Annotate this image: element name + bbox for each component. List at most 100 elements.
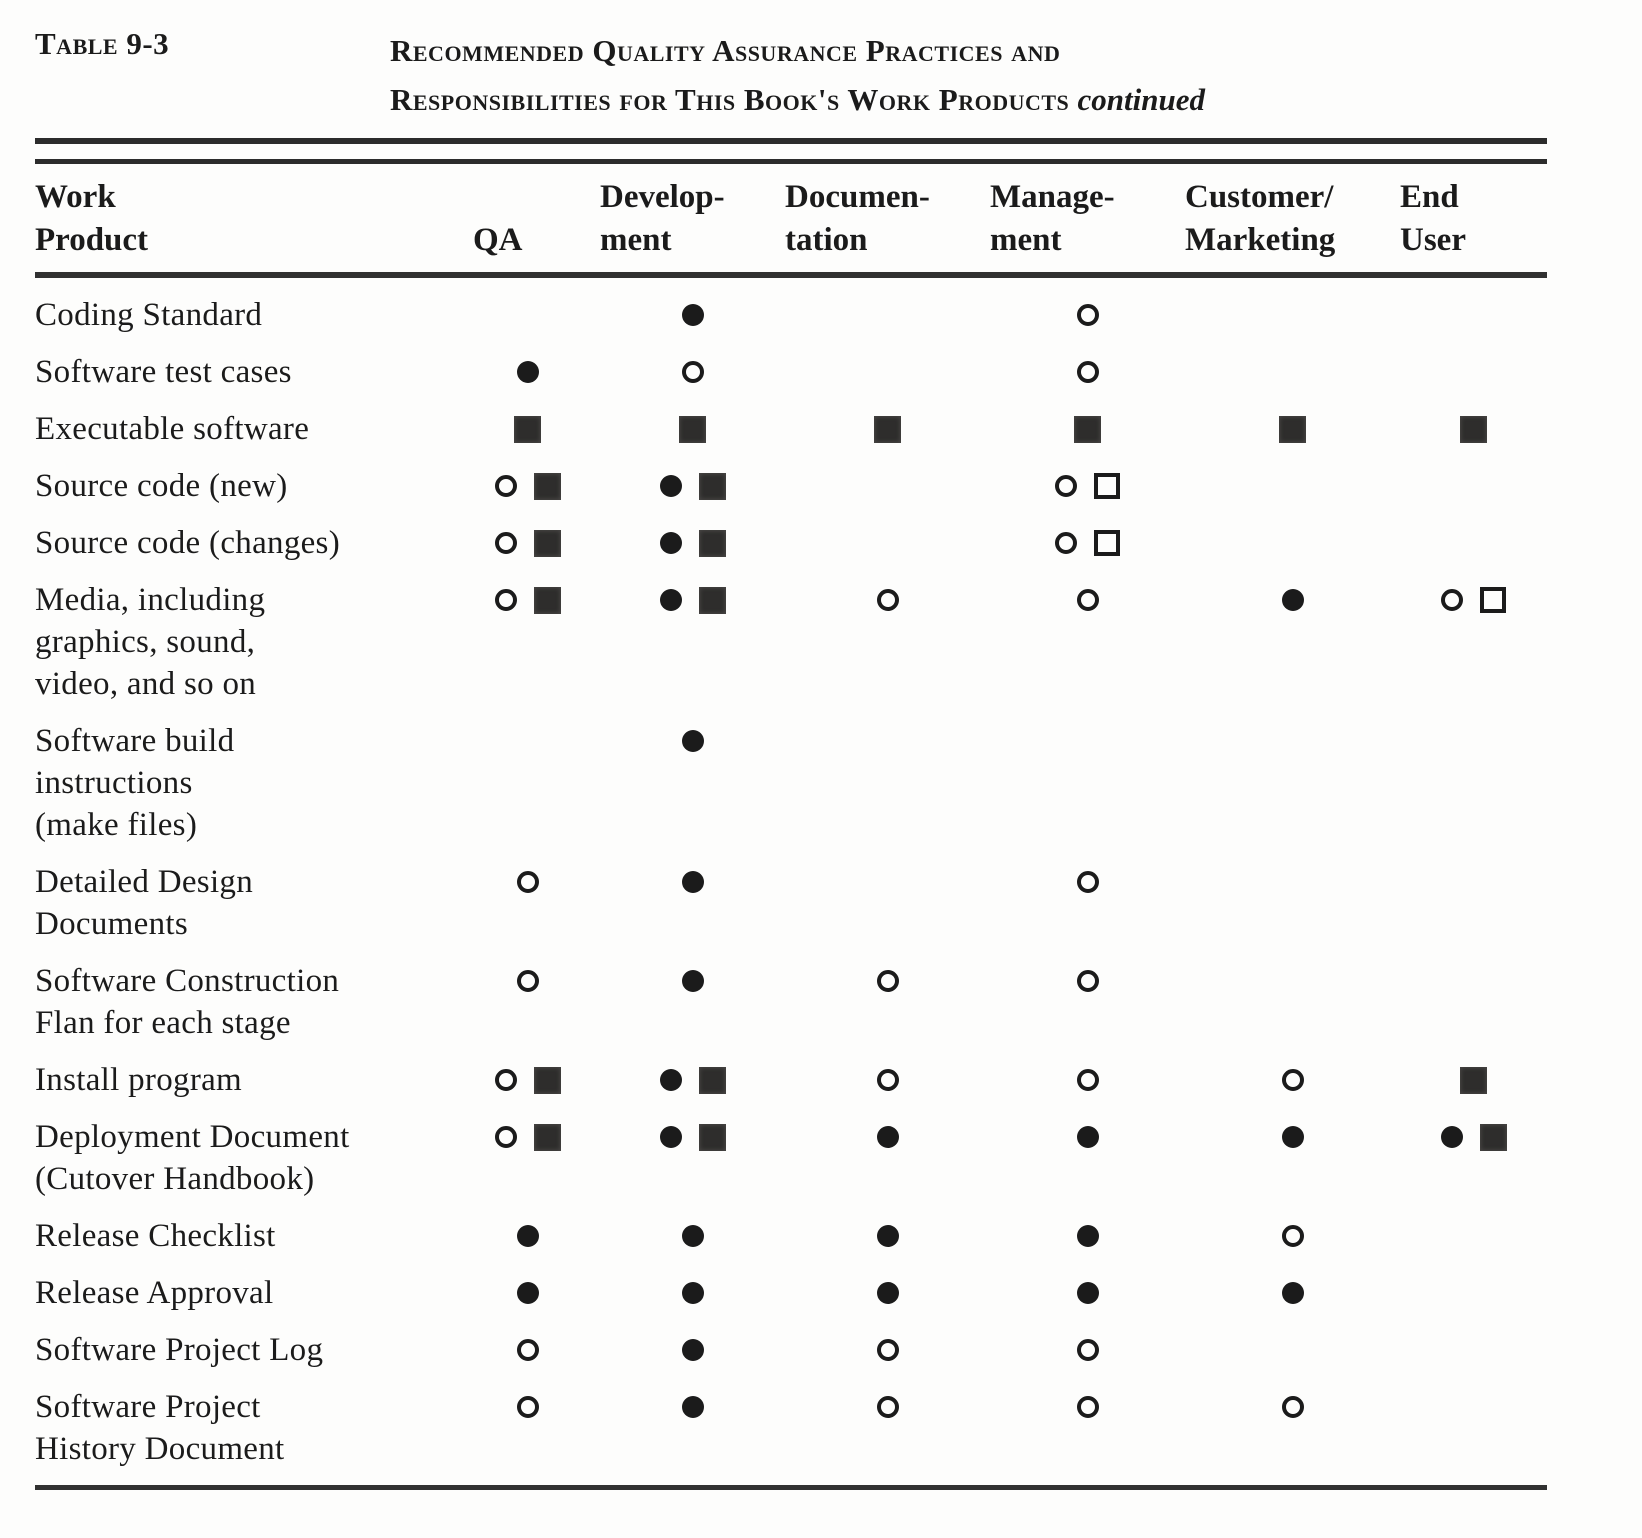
symbol-cell-end-user [1400, 522, 1547, 564]
symbol-cell-management [990, 1272, 1185, 1314]
filled-circle-icon [1281, 1126, 1304, 1148]
filled-circle-icon [876, 1225, 899, 1247]
symbol-cell-management [990, 1329, 1185, 1371]
symbol-cell-management [990, 408, 1185, 450]
symbol-cell-development [600, 579, 785, 621]
symbol-cell-documentation [785, 408, 990, 450]
column-header-management: Manage- ment [990, 179, 1115, 258]
symbol-cell-management [990, 294, 1185, 336]
symbol-cell-development [600, 960, 785, 1002]
filled-circle-icon [1076, 1126, 1099, 1148]
symbol-cell-customer-marketing [1185, 861, 1400, 903]
filled-circle-icon [1076, 1282, 1099, 1304]
work-product-label-line: Software build [35, 723, 235, 759]
symbol-cell-documentation [785, 1116, 990, 1158]
work-product-label: Executable software [35, 408, 455, 450]
work-product-label-line: Source code (new) [35, 468, 288, 504]
table-row: Software build instructions (make files) [35, 720, 1547, 846]
filled-square-icon [1460, 415, 1487, 443]
symbol-cell-end-user [1400, 1272, 1547, 1314]
symbol-cell-qa [455, 579, 600, 621]
filled-square-icon [698, 586, 726, 614]
work-product-label-line: Release Approval [35, 1275, 274, 1311]
symbol-cell-documentation [785, 522, 990, 564]
symbol-cell-end-user [1400, 1215, 1547, 1257]
symbol-cell-development [600, 720, 785, 762]
open-circle-icon [1441, 589, 1463, 611]
open-circle-icon [1076, 970, 1099, 992]
header-bottom-rule [35, 272, 1547, 278]
symbol-cell-development [600, 1272, 785, 1314]
open-circle-icon [1076, 1339, 1099, 1361]
symbol-cell-customer-marketing [1185, 408, 1400, 450]
table-bottom-rule [35, 1485, 1547, 1490]
symbol-cell-management [990, 960, 1185, 1002]
symbol-cell-customer-marketing [1185, 522, 1400, 564]
filled-square-icon [514, 415, 541, 443]
column-header-work-product: Work Product [35, 179, 149, 258]
work-product-label-line: History Document [35, 1431, 285, 1467]
symbol-cell-qa [455, 1329, 600, 1371]
open-circle-icon [1055, 475, 1077, 497]
work-product-label-line: Documents [35, 906, 189, 942]
open-circle-icon [1076, 361, 1099, 383]
symbol-cell-documentation [785, 351, 990, 393]
continued-label: continued [1077, 82, 1206, 117]
column-header-documentation: Documen- tation [785, 179, 930, 258]
filled-square-icon [1460, 1066, 1487, 1094]
open-circle-icon [516, 1396, 539, 1418]
table-caption: Table 9-3 Recommended Quality Assurance … [35, 26, 1547, 124]
table-row: Source code (new) [35, 465, 1547, 507]
work-product-label: Detailed Design Documents [35, 861, 455, 945]
work-product-label: Source code (new) [35, 465, 455, 507]
open-circle-icon [1076, 589, 1099, 611]
symbol-cell-documentation [785, 720, 990, 762]
work-product-label-line: Executable software [35, 411, 310, 447]
filled-square-icon [1279, 415, 1306, 443]
work-product-label: Software build instructions (make files) [35, 720, 455, 846]
symbol-cell-customer-marketing [1185, 1329, 1400, 1371]
work-product-label: Software Project History Document [35, 1386, 455, 1470]
table-title-line2-text: Responsibilities for This Book's Work Pr… [390, 82, 1070, 117]
work-product-label-line: Media, including [35, 582, 266, 618]
filled-circle-icon [1281, 1282, 1304, 1304]
filled-circle-icon [876, 1126, 899, 1148]
symbol-cell-qa [455, 522, 600, 564]
open-circle-icon [494, 1126, 517, 1148]
symbol-cell-documentation [785, 294, 990, 336]
filled-circle-icon [659, 1069, 682, 1091]
table-row: Software Project History Document [35, 1386, 1547, 1470]
filled-circle-icon [681, 1282, 704, 1304]
open-circle-icon [516, 970, 539, 992]
symbol-cell-documentation [785, 1329, 990, 1371]
filled-square-icon [533, 1066, 561, 1094]
symbol-cell-end-user [1400, 351, 1547, 393]
symbol-cell-development [600, 1215, 785, 1257]
open-square-icon [1094, 473, 1120, 499]
filled-square-icon [533, 472, 561, 500]
table-row: Media, including graphics, sound, video, a… [35, 579, 1547, 705]
table-number-label: Table 9-3 [35, 26, 170, 61]
filled-circle-icon [681, 730, 704, 752]
symbol-cell-development [600, 294, 785, 336]
work-product-label: Software Project Log [35, 1329, 455, 1371]
open-circle-icon [494, 532, 517, 554]
filled-square-icon [698, 1123, 726, 1151]
symbol-cell-qa [455, 960, 600, 1002]
column-header-end-user: End User [1400, 179, 1466, 258]
symbol-cell-documentation [785, 1272, 990, 1314]
filled-square-icon [679, 415, 706, 443]
table-row: Deployment Document (Cutover Handbook) [35, 1116, 1547, 1200]
symbol-cell-qa [455, 720, 600, 762]
symbol-cell-qa [455, 294, 600, 336]
filled-circle-icon [1076, 1225, 1099, 1247]
open-circle-icon [1281, 1225, 1304, 1247]
symbol-cell-documentation [785, 1059, 990, 1101]
work-product-label-line: Software test cases [35, 354, 292, 390]
symbol-cell-customer-marketing [1185, 579, 1400, 621]
open-circle-icon [876, 1069, 899, 1091]
symbol-cell-qa [455, 351, 600, 393]
symbol-cell-management [990, 351, 1185, 393]
symbol-cell-development [600, 1329, 785, 1371]
symbol-cell-end-user [1400, 1329, 1547, 1371]
